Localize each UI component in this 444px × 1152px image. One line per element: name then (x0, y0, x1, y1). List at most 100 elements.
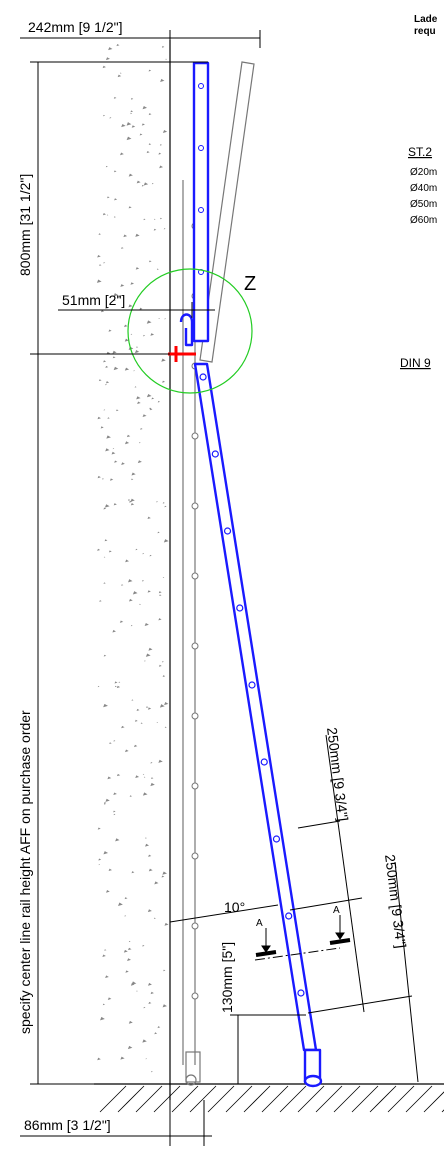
hatch-line (117, 1085, 145, 1113)
hook-ladder-rung (223, 527, 232, 535)
hook-ladder-rung (198, 145, 204, 151)
hatch-line (423, 1091, 444, 1113)
speckle (163, 228, 166, 230)
speckle (140, 722, 143, 724)
speckle (134, 386, 137, 388)
speckle (104, 539, 108, 542)
speckle (130, 112, 133, 115)
speckle (127, 579, 133, 583)
speckle (143, 218, 146, 221)
speckle (158, 618, 162, 621)
speckle (102, 65, 106, 69)
speckle (126, 122, 132, 126)
hatch-line (171, 1085, 199, 1113)
hook-ladder-rung (272, 835, 281, 843)
speckle (130, 97, 134, 100)
speckle (113, 503, 117, 506)
hook-ladder-rung (248, 681, 256, 689)
section-a-left: A (256, 918, 263, 929)
hatch-line (333, 1085, 361, 1113)
speckle (142, 414, 147, 418)
speckle (102, 954, 106, 957)
speckle (98, 864, 101, 866)
speckle (129, 500, 132, 503)
speckle (106, 214, 109, 216)
speckle (162, 502, 165, 504)
hatch-line (387, 1085, 415, 1113)
size-3: Ø60m (410, 215, 437, 226)
speckle (118, 681, 121, 683)
speckle (98, 379, 102, 382)
speckle (96, 279, 102, 283)
hook-ladder-rung (198, 83, 204, 89)
speckle (148, 260, 152, 263)
speckle (108, 47, 113, 51)
speckle (111, 451, 116, 455)
hatch-line (351, 1085, 379, 1113)
speckle (134, 350, 140, 354)
hatch-line (315, 1085, 343, 1113)
speckle (162, 1004, 167, 1008)
speckle (113, 216, 116, 218)
speckle (120, 284, 125, 287)
speckle (149, 407, 152, 410)
speckle (148, 1001, 152, 1004)
speckle (104, 504, 110, 508)
speckle (146, 320, 152, 324)
speckle (151, 1070, 153, 1073)
speckle (103, 582, 106, 584)
din-label: DIN 9 (400, 356, 431, 370)
speckle (142, 553, 145, 555)
speckle (148, 143, 152, 146)
top-width-label: 242mm [9 1/2"] (28, 19, 122, 35)
rail-rung (191, 502, 199, 510)
speckle (103, 360, 107, 363)
speckle (161, 358, 166, 362)
hatch-line (189, 1085, 217, 1113)
speckle (148, 113, 152, 116)
speckle (164, 922, 169, 926)
speckle (113, 293, 119, 297)
speckle (154, 218, 156, 220)
speckle (163, 539, 169, 543)
rung-spacing-2-label: 250mm [9 3/4"] (382, 853, 409, 949)
speckle (107, 997, 112, 1000)
note-header-2: requ (414, 26, 436, 37)
speckle (163, 969, 166, 972)
speckle (108, 550, 112, 553)
hatch-line (207, 1085, 235, 1113)
speckle (123, 234, 128, 238)
speckle (116, 685, 121, 689)
speckle (147, 516, 151, 520)
speckle (105, 383, 107, 386)
speckle (164, 505, 167, 508)
rail-rung (191, 852, 199, 860)
rail-rung (191, 992, 199, 1000)
speckle (146, 706, 149, 708)
speckle (121, 584, 124, 586)
speckle (123, 949, 128, 953)
speckle (148, 647, 153, 651)
speckle (145, 843, 150, 847)
speckle (151, 397, 155, 400)
rail-rung (191, 432, 199, 440)
speckle (116, 409, 119, 412)
speckle (142, 1039, 147, 1043)
speckle (153, 917, 156, 919)
hook-ladder-rung (297, 989, 305, 997)
size-0: Ø20m (410, 167, 437, 178)
hook-ladder-rung (199, 373, 207, 381)
speckle (144, 660, 146, 662)
speckle (131, 472, 136, 476)
floor-hatching (99, 1085, 444, 1113)
speckle (131, 871, 135, 874)
hook-ladder-rung (260, 758, 268, 766)
speckle (97, 255, 101, 258)
speckle (136, 708, 140, 711)
speckle (148, 854, 152, 857)
angle-label: 10° (224, 899, 245, 915)
speckle (108, 868, 112, 872)
speckle (124, 441, 130, 445)
speckle (120, 152, 124, 156)
